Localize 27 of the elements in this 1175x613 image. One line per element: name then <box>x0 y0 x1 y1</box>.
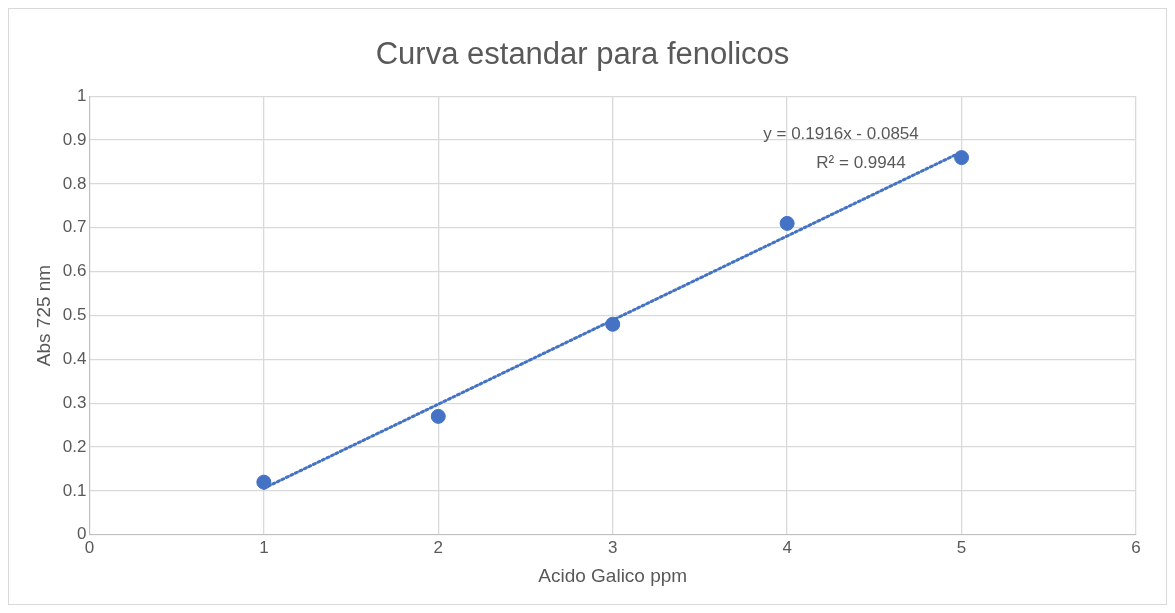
x-axis-title: Acido Galico ppm <box>538 564 688 586</box>
chart-title: Curva estandar para fenolicos <box>375 36 790 72</box>
y-tick-label: 0.1 <box>62 480 87 500</box>
y-tick-label: 0.2 <box>62 436 87 456</box>
point <box>430 408 446 424</box>
x-tick-label: 1 <box>259 537 269 557</box>
point <box>954 150 970 166</box>
x-tick-label: 4 <box>782 537 792 557</box>
point <box>779 215 795 231</box>
x-tick-label: 2 <box>433 537 444 557</box>
y-tick-label: 0.8 <box>62 173 87 193</box>
y-axis-title: Abs 725 nm <box>32 264 54 367</box>
x-tick-label: 6 <box>1131 537 1141 557</box>
point <box>256 474 272 490</box>
y-tick-label: 1 <box>76 85 87 105</box>
annotation: R² = 0.9944 <box>816 152 906 172</box>
y-tick-label: 0.6 <box>62 261 87 281</box>
y-tick-label: 0.5 <box>62 305 87 325</box>
point <box>605 316 621 332</box>
y-tick-label: 0.9 <box>62 129 87 149</box>
x-tick-label: 3 <box>607 537 618 557</box>
y-tick-label: 0.7 <box>62 217 87 237</box>
y-tick-label: 0.3 <box>62 392 87 412</box>
y-tick-label: 0.4 <box>62 349 87 369</box>
x-tick-label: 5 <box>956 537 967 557</box>
annotation: y = 0.1916x - 0.0854 <box>763 123 919 143</box>
y-tick-label: 0 <box>76 524 87 544</box>
